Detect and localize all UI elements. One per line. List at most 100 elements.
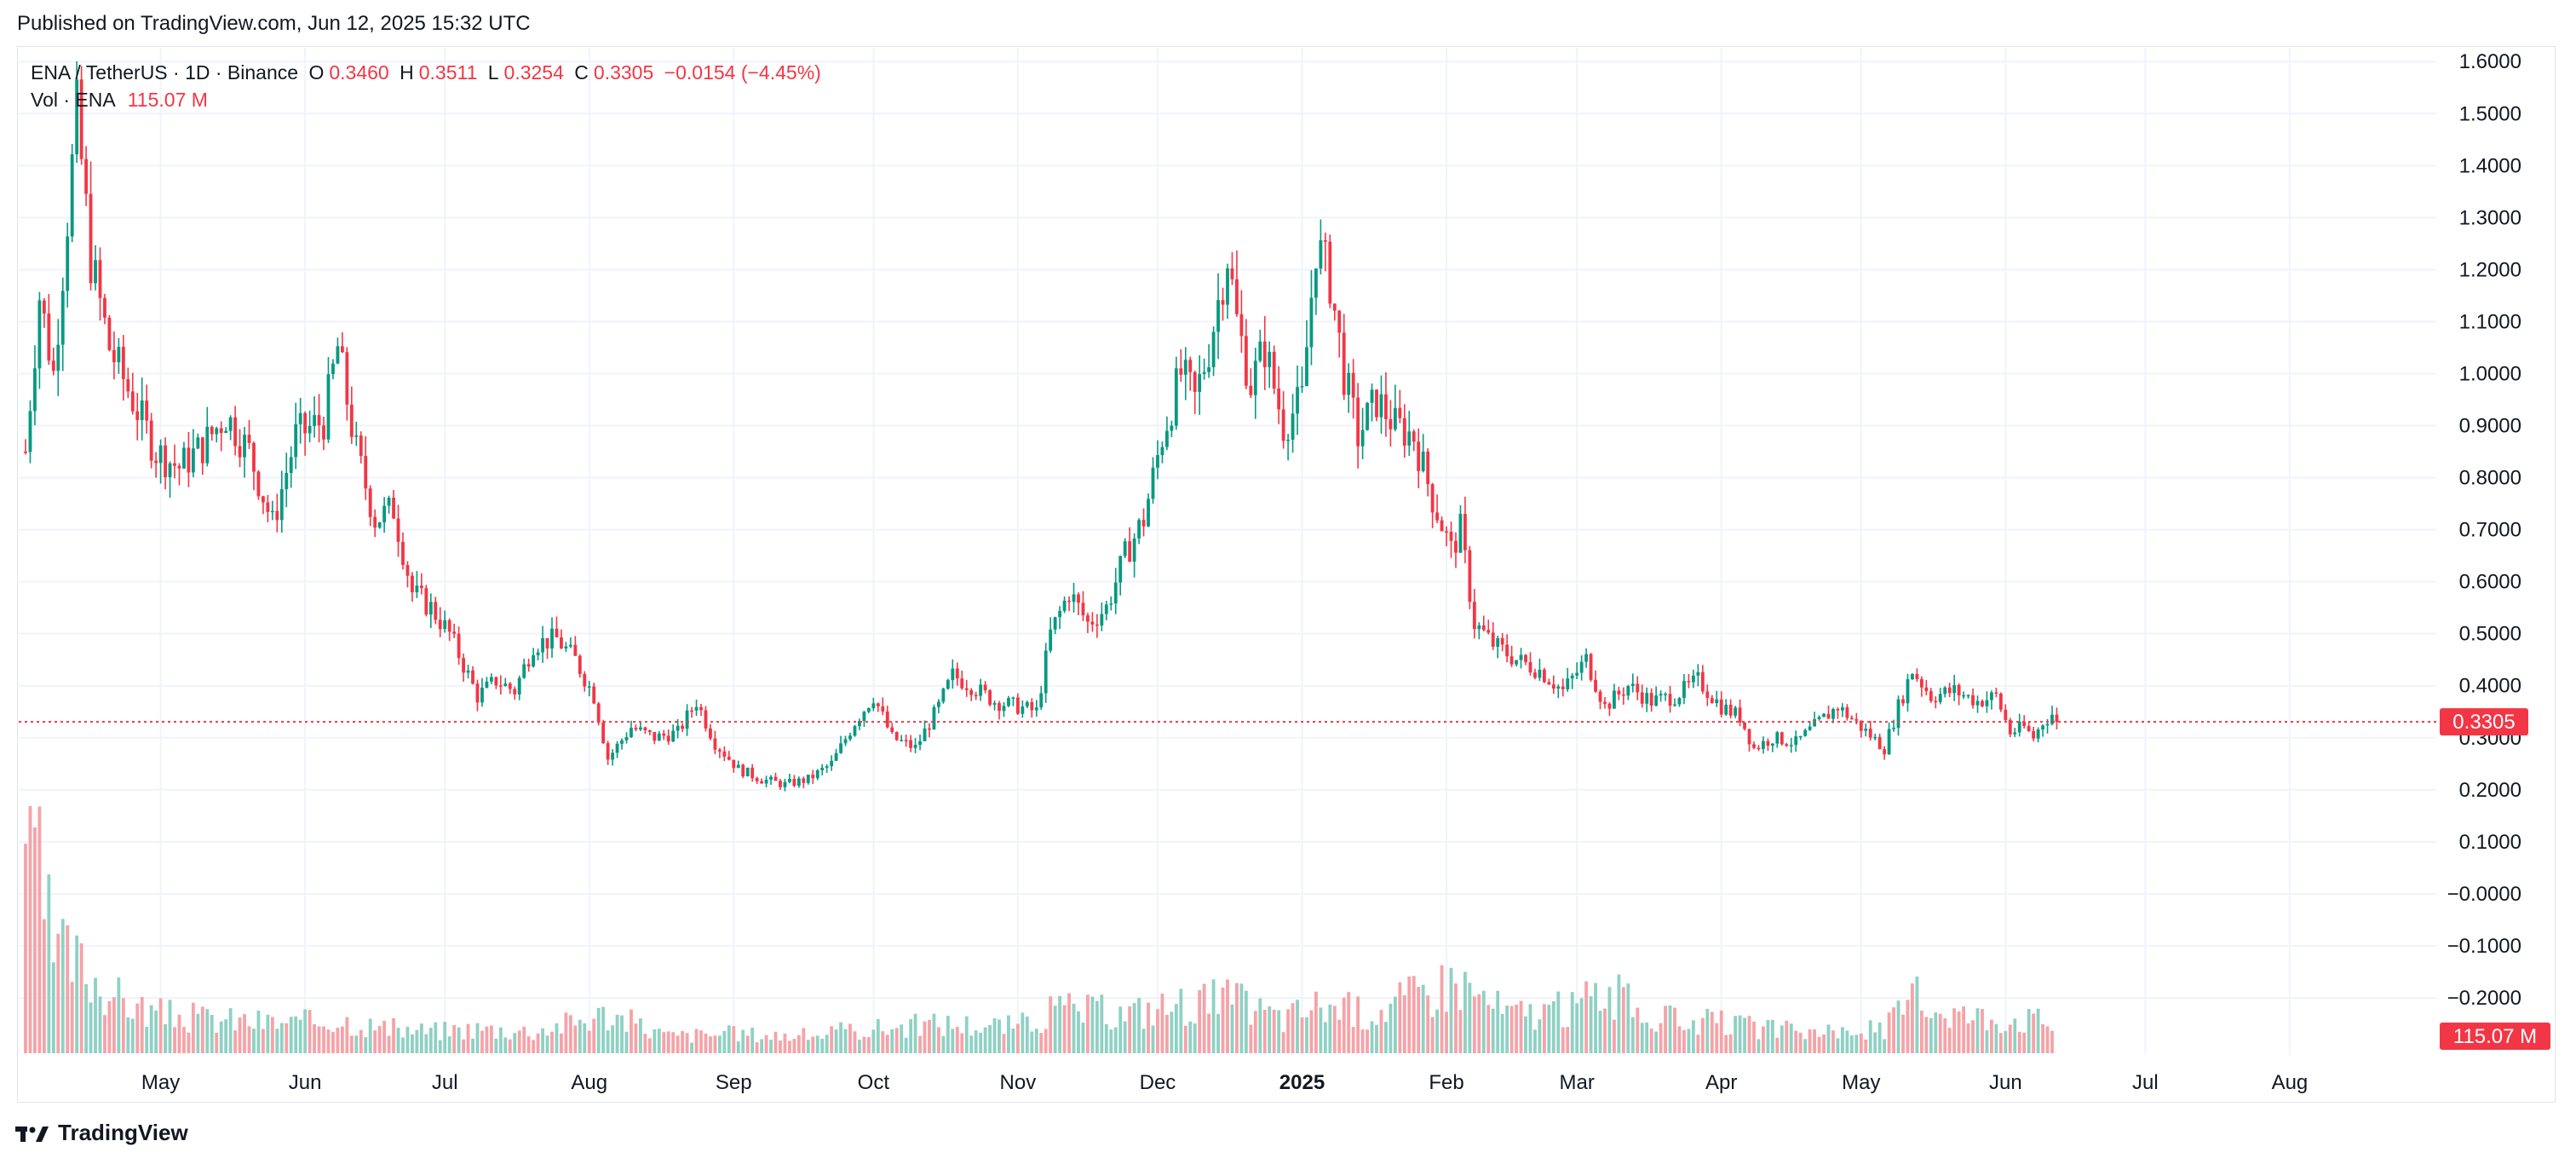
volume-bar [592,1018,596,1053]
volume-bar [428,1028,433,1053]
volume-bar [820,1039,825,1053]
published-header: Published on TradingView.com, Jun 12, 20… [17,12,531,35]
volume-bar [1249,1024,1253,1053]
candle-body [1174,368,1178,426]
candle-body [117,347,121,363]
candle-body [755,778,759,781]
symbol-label[interactable]: ENA / TetherUS · 1D · Binance [31,61,299,84]
candle-body [1319,239,1323,269]
candle-body [1985,700,1989,706]
candle-body [434,602,438,620]
candle-body [1347,372,1351,395]
candle-body [84,158,89,194]
candle-body [881,706,885,712]
candle-body [387,498,391,506]
y-axis-tick-label: 0.9000 [2459,415,2521,438]
volume-bar [447,1036,451,1053]
candle-body [1864,729,1868,731]
candle-body [722,751,727,757]
candle-body [606,743,610,760]
volume-bar [713,1035,717,1053]
volume-bar [1924,1017,1929,1053]
volume-bar [587,1030,591,1053]
volume-bar [1109,1029,1113,1053]
candle-body [298,412,302,424]
volume-bar [2036,1008,2040,1053]
candle-body [1598,691,1602,702]
candle-body [788,779,791,782]
candle-body [256,471,261,497]
volume-bar [1645,1022,1649,1053]
volume-bar [1519,1000,1523,1053]
volume-bar [764,1034,768,1053]
candle-body [37,300,42,369]
tradingview-logo-icon [15,1126,49,1142]
candle-body [578,655,582,674]
volume-bar [1025,1016,1029,1053]
candle-body [1188,360,1193,372]
volume-bar [1477,994,1481,1053]
candle-body [1528,661,1532,673]
volume-bar [377,1026,382,1053]
volume-bar [1915,976,1919,1053]
candle-body [913,745,917,748]
volume-bar [1929,1017,1933,1053]
candle-body [1594,679,1597,692]
candle-body [1966,694,1970,697]
x-axis-tick-label: Apr [1705,1071,1737,1094]
volume-bar [918,1035,922,1053]
candle-body [98,260,102,298]
candle-body [145,400,149,421]
candle-body [745,767,750,777]
volume-bar [1137,998,1141,1053]
volume-bar [560,1033,563,1053]
volume-bar [796,1034,801,1053]
volume-bar [951,1029,955,1053]
volume-bar [1859,1033,1863,1053]
candle-body [1822,713,1826,717]
volume-bar [489,1025,493,1053]
volume-bar [662,1032,666,1053]
volume-bar [647,1038,652,1053]
volume-bar [900,1024,904,1053]
candle-body [750,767,755,779]
volume-bar [1430,1017,1435,1053]
volume-bar [830,1026,834,1053]
volume-bar [601,1006,606,1053]
volume-bar [480,1030,484,1053]
volume-bar [1221,987,1225,1053]
candle-body [154,460,158,464]
candle-body [1975,700,1980,706]
candle-body [308,425,312,434]
volume-bar [526,1036,531,1053]
candle-body [615,743,619,753]
candle-body [890,727,894,732]
volume-bar [1156,1009,1159,1053]
candle-body [2036,729,2040,739]
candle-body [601,722,606,744]
candle-body [1128,541,1132,562]
candle-body [1971,694,1975,706]
volume-bar [164,1023,167,1053]
volume-bar [1542,1004,1546,1053]
candle-body [1170,425,1174,431]
volume-bar [694,1029,699,1053]
candle-body [275,510,279,521]
volume-bar [606,1030,610,1053]
volume-bar [946,1016,950,1053]
tradingview-brand[interactable]: TradingView [15,1120,188,1146]
candle-body [196,437,200,449]
volume-bar [1458,1010,1463,1053]
volume-bar [894,1028,899,1053]
volume-bar [279,1023,284,1053]
candle-body [322,425,325,440]
y-axis-tick-label: 1.1000 [2459,310,2521,333]
candle-body [1998,693,2003,710]
candle-body [1356,397,1360,447]
volume-bar [2008,1024,2012,1053]
volume-bar [974,1030,978,1053]
volume-bar [411,1034,414,1053]
candle-body [1426,452,1430,485]
candle-body [1705,691,1710,699]
